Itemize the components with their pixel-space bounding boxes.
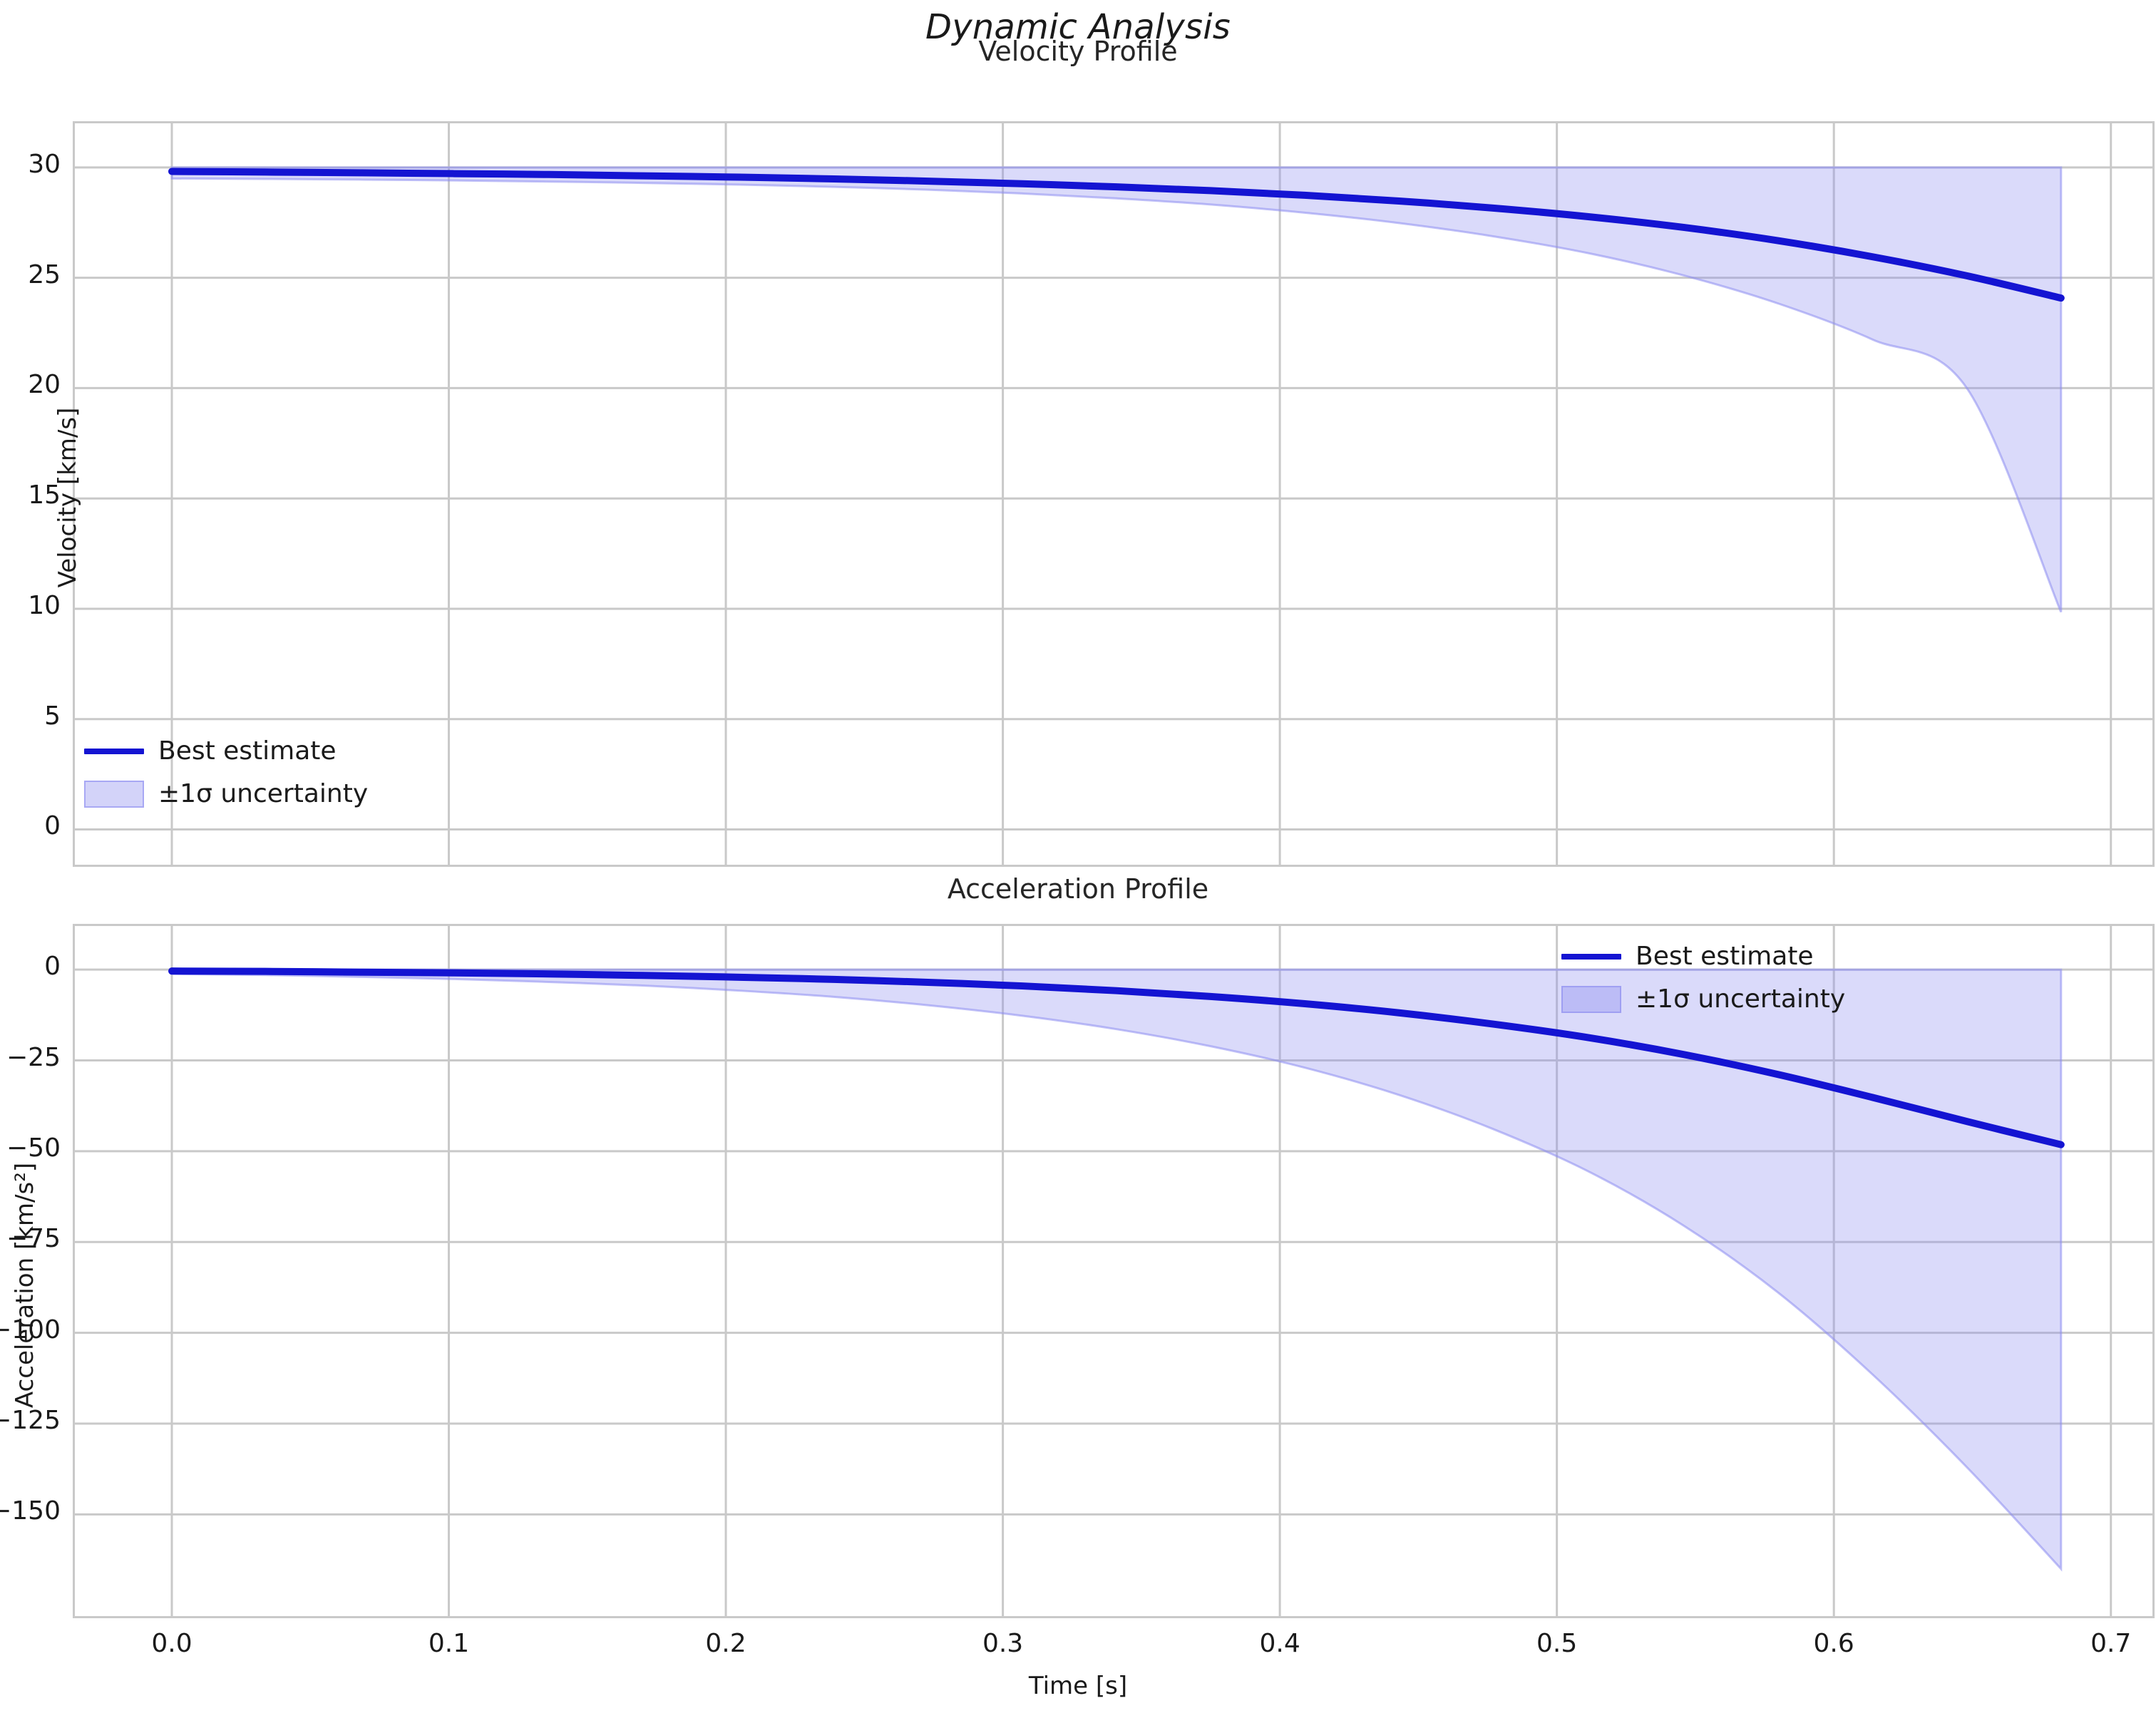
legend-label-best-estimate: Best estimate (1636, 942, 1814, 971)
legend-entry-best-estimate: Best estimate (84, 736, 368, 767)
velocity-y-tick-label: 15 (28, 480, 61, 510)
velocity-subplot-title: Velocity Profile (978, 36, 1178, 67)
acceleration-y-tick-label: −100 (0, 1315, 61, 1344)
x-tick-label: 0.6 (1813, 1629, 1854, 1658)
velocity-y-tick-label: 30 (28, 149, 61, 179)
acceleration-axes (73, 924, 2155, 1618)
legend-line-icon (1561, 941, 1621, 972)
legend-label-best-estimate: Best estimate (158, 736, 337, 766)
x-tick-label: 0.1 (428, 1629, 470, 1658)
x-tick-label: 0.2 (705, 1629, 746, 1658)
legend-entry-uncertainty: ±1σ uncertainty (84, 778, 368, 810)
velocity-plot-canvas (75, 123, 2152, 865)
velocity-axes (73, 121, 2155, 867)
velocity-y-tick-label: 20 (28, 370, 61, 400)
x-tick-label: 0.7 (2090, 1629, 2132, 1658)
acceleration-legend: Best estimate ±1σ uncertainty (1561, 941, 1845, 1015)
x-tick-label: 0.5 (1536, 1629, 1578, 1658)
legend-entry-uncertainty: ±1σ uncertainty (1561, 984, 1845, 1015)
figure-suptitle: Dynamic Analysis (925, 7, 1231, 47)
acceleration-y-tick-label: −150 (0, 1496, 61, 1526)
velocity-legend: Best estimate ±1σ uncertainty (84, 736, 368, 810)
legend-line-icon (84, 736, 144, 767)
velocity-y-tick-label: 25 (28, 259, 61, 289)
x-tick-label: 0.4 (1259, 1629, 1300, 1658)
time-x-axis-label: Time [s] (1028, 1672, 1128, 1700)
acceleration-y-tick-label: −25 (6, 1042, 61, 1072)
x-tick-label: 0.3 (982, 1629, 1024, 1658)
velocity-y-tick-label: 0 (44, 811, 61, 841)
acceleration-y-tick-label: −75 (6, 1224, 61, 1254)
velocity-y-tick-label: 10 (28, 590, 61, 620)
acceleration-y-tick-label: −125 (0, 1405, 61, 1435)
legend-patch-icon (1561, 984, 1621, 1015)
legend-label-uncertainty: ±1σ uncertainty (1636, 984, 1846, 1014)
legend-patch-icon (84, 778, 144, 810)
acceleration-subplot-title: Acceleration Profile (947, 873, 1209, 905)
acceleration-y-tick-label: 0 (44, 952, 61, 982)
x-tick-label: 0.0 (151, 1629, 192, 1658)
legend-label-uncertainty: ±1σ uncertainty (158, 779, 369, 808)
acceleration-y-tick-label: −50 (6, 1133, 61, 1163)
legend-entry-best-estimate: Best estimate (1561, 941, 1845, 972)
acceleration-plot-canvas (75, 926, 2152, 1616)
velocity-y-tick-label: 5 (44, 701, 61, 731)
